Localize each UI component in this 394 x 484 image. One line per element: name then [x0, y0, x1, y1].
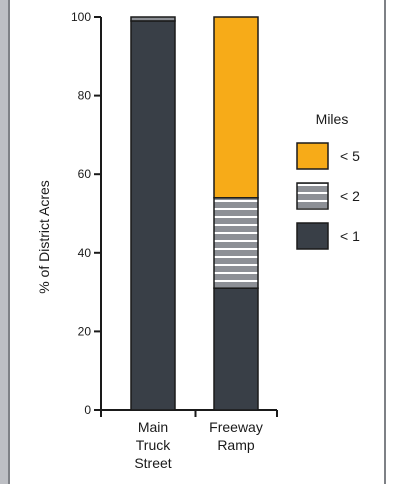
left-frame-line [8, 0, 10, 484]
bar-1-2 [213, 16, 259, 199]
legend-swatch-0 [296, 142, 329, 170]
y-tick-label-40: 40 [78, 246, 92, 260]
category-label-0-2: Street [134, 455, 171, 471]
bar-1-1 [213, 197, 259, 289]
bar-0-0 [130, 20, 176, 411]
left-frame-bar [0, 0, 8, 484]
legend-swatch-1 [296, 182, 329, 210]
y-axis-title: % of District Acres [36, 180, 52, 294]
legend-label-1: < 2 [340, 188, 360, 204]
bars [130, 16, 259, 411]
legend-swatch-2 [296, 222, 329, 250]
y-tick-label-80: 80 [78, 89, 92, 103]
legend: Miles < 5 < 2 < 1 [296, 111, 360, 250]
y-tick-label-60: 60 [78, 167, 92, 181]
bar-1-0 [213, 287, 259, 411]
category-label-0-1: Truck [136, 437, 171, 453]
right-frame-line [384, 0, 386, 484]
legend-title: Miles [316, 111, 349, 127]
category-labels: Main Truck Street Freeway Ramp [134, 419, 263, 471]
bar-0-2 [130, 16, 176, 22]
legend-label-2: < 1 [340, 228, 360, 244]
category-label-0-0: Main [138, 419, 168, 435]
category-label-1-0: Freeway [209, 419, 263, 435]
y-tick-label-0: 0 [84, 403, 91, 417]
legend-label-0: < 5 [340, 148, 360, 164]
y-tick-label-100: 100 [71, 10, 91, 24]
category-label-1-1: Ramp [217, 437, 255, 453]
y-tick-label-20: 20 [78, 324, 92, 338]
